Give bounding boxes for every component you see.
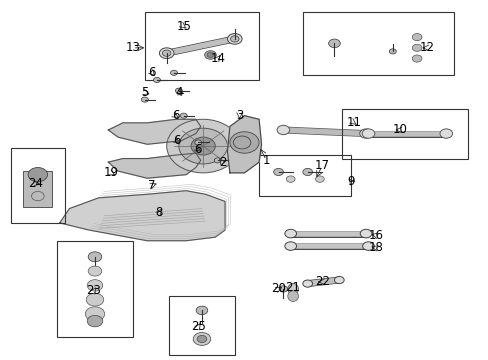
Polygon shape	[227, 116, 261, 173]
Ellipse shape	[287, 291, 298, 301]
Bar	[11, 148, 64, 223]
Circle shape	[229, 132, 259, 153]
Circle shape	[230, 36, 239, 42]
Circle shape	[411, 33, 421, 41]
Text: 3: 3	[236, 109, 243, 122]
Circle shape	[153, 77, 160, 82]
Circle shape	[204, 51, 216, 59]
Circle shape	[197, 336, 206, 342]
Text: 19: 19	[103, 166, 118, 179]
Bar	[144, 12, 259, 80]
Text: 2: 2	[219, 156, 226, 169]
Text: 4: 4	[175, 86, 182, 99]
Text: 6: 6	[148, 66, 156, 79]
Circle shape	[285, 229, 296, 238]
Text: 23: 23	[86, 284, 101, 297]
Bar	[169, 296, 234, 355]
Text: 9: 9	[347, 175, 354, 188]
Bar	[57, 241, 132, 337]
Text: 13: 13	[125, 41, 140, 54]
Circle shape	[273, 168, 283, 176]
Circle shape	[411, 55, 421, 62]
Text: 6: 6	[171, 109, 179, 122]
Circle shape	[359, 129, 372, 138]
Circle shape	[166, 119, 239, 173]
Circle shape	[362, 129, 374, 138]
Text: 25: 25	[190, 320, 205, 333]
Text: 6: 6	[172, 134, 180, 147]
Circle shape	[285, 242, 296, 250]
Circle shape	[302, 168, 312, 176]
Text: 5: 5	[141, 86, 148, 99]
Circle shape	[28, 167, 47, 182]
Circle shape	[162, 50, 171, 56]
Text: 14: 14	[210, 52, 225, 65]
Circle shape	[175, 88, 182, 93]
Text: 20: 20	[270, 283, 285, 296]
Circle shape	[334, 276, 344, 284]
Circle shape	[214, 158, 221, 163]
Text: 15: 15	[176, 20, 191, 33]
Circle shape	[279, 286, 287, 292]
Text: 24: 24	[28, 177, 43, 190]
Circle shape	[88, 266, 102, 276]
Circle shape	[86, 293, 103, 306]
Circle shape	[286, 176, 294, 182]
Circle shape	[302, 280, 312, 287]
Circle shape	[191, 137, 215, 155]
Polygon shape	[108, 119, 201, 144]
Text: 16: 16	[367, 229, 383, 242]
Circle shape	[87, 315, 102, 327]
Polygon shape	[60, 191, 224, 241]
Circle shape	[439, 129, 452, 138]
Circle shape	[85, 307, 104, 321]
Text: 6: 6	[194, 143, 202, 156]
Circle shape	[141, 97, 148, 102]
Circle shape	[315, 176, 324, 182]
Circle shape	[194, 140, 202, 145]
Polygon shape	[108, 153, 201, 178]
Circle shape	[196, 306, 207, 315]
Text: 11: 11	[346, 116, 361, 129]
Text: 7: 7	[148, 179, 156, 192]
Bar	[23, 171, 52, 207]
Circle shape	[277, 125, 289, 135]
Circle shape	[362, 242, 373, 250]
Circle shape	[87, 280, 102, 291]
Ellipse shape	[287, 284, 298, 294]
Text: 12: 12	[419, 41, 433, 54]
Circle shape	[159, 48, 174, 59]
Bar	[259, 155, 351, 196]
Circle shape	[227, 33, 242, 44]
Circle shape	[328, 39, 340, 48]
Circle shape	[170, 70, 177, 75]
Text: 17: 17	[314, 159, 329, 172]
Circle shape	[180, 113, 187, 118]
Text: 21: 21	[285, 281, 300, 294]
Text: 10: 10	[392, 123, 407, 136]
Circle shape	[88, 252, 102, 262]
Circle shape	[179, 128, 227, 164]
Circle shape	[193, 333, 210, 345]
Circle shape	[440, 129, 451, 138]
Circle shape	[360, 229, 371, 238]
Circle shape	[31, 192, 44, 201]
Text: 18: 18	[367, 241, 383, 255]
Text: 22: 22	[314, 275, 329, 288]
Text: 8: 8	[155, 206, 163, 219]
Circle shape	[362, 129, 373, 138]
Circle shape	[388, 49, 395, 54]
Circle shape	[206, 53, 213, 58]
Text: 1: 1	[262, 154, 269, 167]
Circle shape	[233, 136, 250, 149]
Circle shape	[411, 44, 421, 51]
Bar	[302, 12, 453, 75]
Bar	[341, 109, 467, 158]
